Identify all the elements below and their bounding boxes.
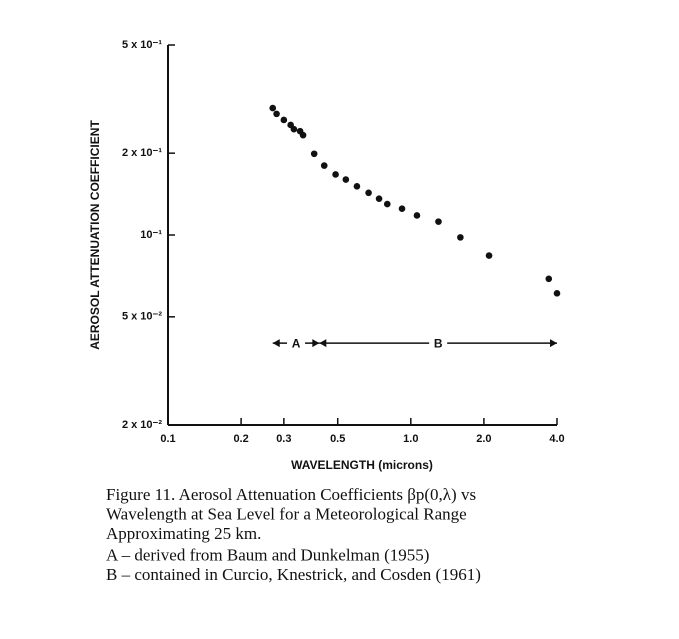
y-tick-label: 5 x 10⁻² xyxy=(122,311,162,323)
x-tick-label: 1.0 xyxy=(403,433,418,445)
caption-line: Approximating 25 km. xyxy=(106,524,261,543)
y-tick-label: 2 x 10⁻² xyxy=(122,419,162,431)
x-axis-title: WAVELENGTH (microns) xyxy=(291,458,433,472)
data-point xyxy=(545,275,553,283)
y-tick-label: 5 x 10⁻¹ xyxy=(122,39,162,51)
data-point xyxy=(273,110,280,118)
data-point xyxy=(299,131,307,139)
range-label-bg xyxy=(429,335,448,352)
x-tick-label: 0.2 xyxy=(233,433,248,445)
x-tick-label: 0.3 xyxy=(276,433,291,445)
caption-line: Figure 11. Aerosol Attenuation Coefficie… xyxy=(106,485,476,504)
data-point xyxy=(353,183,361,190)
caption-line: Wavelength at Sea Level for a Meteorolog… xyxy=(106,505,467,524)
data-point xyxy=(342,176,350,183)
data-point xyxy=(290,125,298,133)
caption-line: A – derived from Baum and Dunkelman (195… xyxy=(106,546,429,565)
y-axis-title: AEROSOL ATTENUATION COEFFICIENT xyxy=(88,120,102,350)
data-point xyxy=(398,205,406,212)
data-point xyxy=(320,162,328,169)
data-point xyxy=(280,116,288,124)
y-tick-label: 10⁻¹ xyxy=(140,229,162,241)
data-point xyxy=(435,218,442,225)
x-tick-label: 2.0 xyxy=(476,433,491,445)
data-point xyxy=(553,290,561,297)
data-point xyxy=(413,212,421,219)
data-point xyxy=(269,104,277,112)
data-point xyxy=(332,171,339,178)
data-point xyxy=(375,195,383,203)
range-label-bg xyxy=(287,335,306,352)
data-point xyxy=(365,189,372,197)
data-point xyxy=(485,252,493,259)
data-point xyxy=(457,234,464,241)
y-tick-label: 2 x 10⁻¹ xyxy=(122,147,162,159)
data-point xyxy=(310,150,318,158)
x-tick-label: 0.1 xyxy=(160,433,175,445)
x-tick-label: 0.5 xyxy=(330,433,345,445)
range-label: A xyxy=(292,336,301,350)
range-label: B xyxy=(434,336,443,350)
caption-line: B – contained in Curcio, Knestrick, and … xyxy=(106,565,481,584)
x-tick-label: 4.0 xyxy=(549,433,564,445)
data-point xyxy=(383,200,391,208)
